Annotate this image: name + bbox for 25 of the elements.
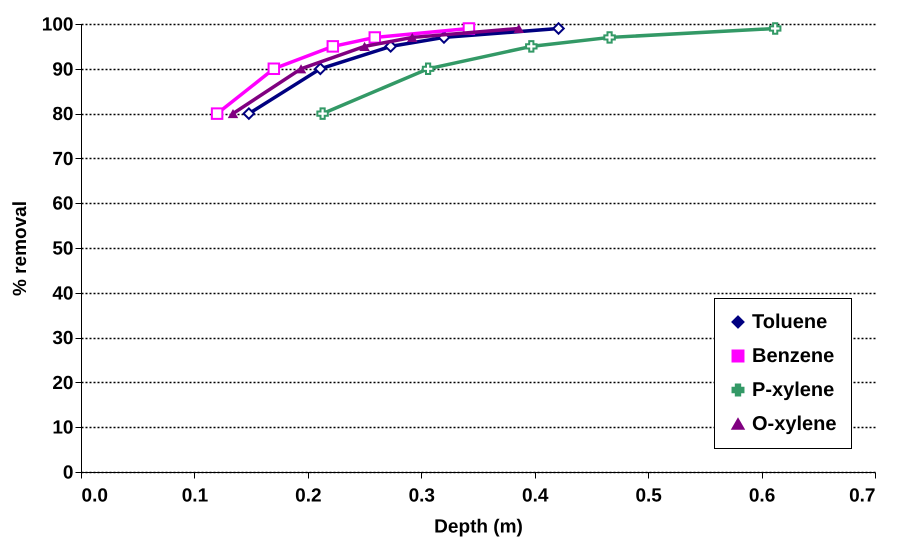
- x-tick-label: 0.1: [182, 486, 209, 506]
- x-tick-label: 0.4: [522, 486, 549, 506]
- y-tick-label: 10: [52, 418, 74, 439]
- y-tick-label: 30: [52, 328, 74, 350]
- legend-label: P-xylene: [752, 379, 834, 401]
- y-tick-label: 70: [52, 148, 74, 170]
- legend-label: Toluene: [752, 311, 828, 333]
- y-axis-title: % removal: [10, 200, 31, 296]
- y-tick-label: 60: [52, 194, 74, 215]
- x-axis-title: Depth (m): [434, 516, 523, 538]
- x-tick-label: 0.3: [408, 486, 435, 506]
- y-tick-label: 20: [52, 372, 74, 394]
- y-tick-label: 90: [52, 59, 74, 80]
- x-tick-label: 0.2: [295, 486, 322, 506]
- legend-label: O-xylene: [752, 413, 836, 435]
- y-tick-label: 100: [42, 14, 74, 36]
- x-tick-label: 0.0: [82, 486, 108, 506]
- y-tick-label: 0: [62, 462, 74, 484]
- y-tick-label: 40: [52, 283, 74, 304]
- y-tick-label: 80: [52, 104, 74, 126]
- x-tick-label: 0.5: [635, 486, 662, 506]
- x-tick-label: 0.6: [748, 486, 776, 506]
- x-tick-label: 0.7: [849, 486, 876, 506]
- y-tick-label: 50: [52, 238, 74, 260]
- legend-label: Benzene: [752, 345, 834, 367]
